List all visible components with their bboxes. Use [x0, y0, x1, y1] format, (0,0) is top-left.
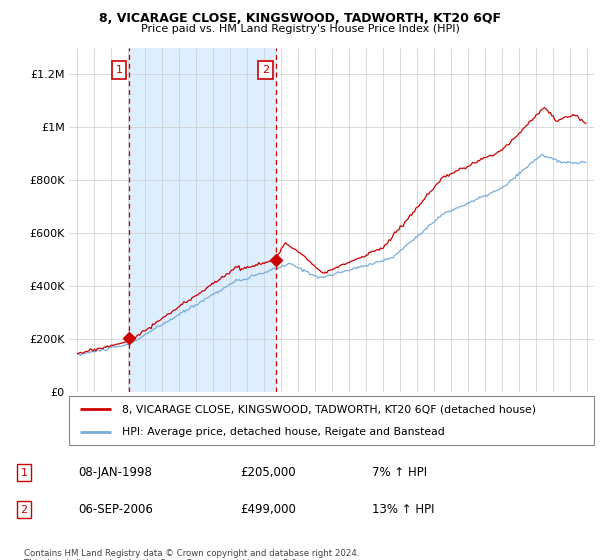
Text: Contains HM Land Registry data © Crown copyright and database right 2024.
This d: Contains HM Land Registry data © Crown c…: [24, 549, 359, 560]
FancyBboxPatch shape: [69, 396, 594, 445]
Text: 8, VICARAGE CLOSE, KINGSWOOD, TADWORTH, KT20 6QF (detached house): 8, VICARAGE CLOSE, KINGSWOOD, TADWORTH, …: [121, 404, 536, 414]
Text: 1: 1: [115, 65, 122, 75]
Text: £205,000: £205,000: [240, 466, 296, 479]
Text: 7% ↑ HPI: 7% ↑ HPI: [372, 466, 427, 479]
Text: 2: 2: [20, 505, 28, 515]
Text: 06-SEP-2006: 06-SEP-2006: [78, 503, 153, 516]
Text: HPI: Average price, detached house, Reigate and Banstead: HPI: Average price, detached house, Reig…: [121, 427, 444, 437]
Text: £499,000: £499,000: [240, 503, 296, 516]
Bar: [129, 48, 276, 392]
Text: 1: 1: [20, 468, 28, 478]
Text: 2: 2: [262, 65, 269, 75]
Text: 8, VICARAGE CLOSE, KINGSWOOD, TADWORTH, KT20 6QF: 8, VICARAGE CLOSE, KINGSWOOD, TADWORTH, …: [99, 12, 501, 25]
Text: 08-JAN-1998: 08-JAN-1998: [78, 466, 152, 479]
Text: Price paid vs. HM Land Registry's House Price Index (HPI): Price paid vs. HM Land Registry's House …: [140, 24, 460, 34]
Text: 13% ↑ HPI: 13% ↑ HPI: [372, 503, 434, 516]
